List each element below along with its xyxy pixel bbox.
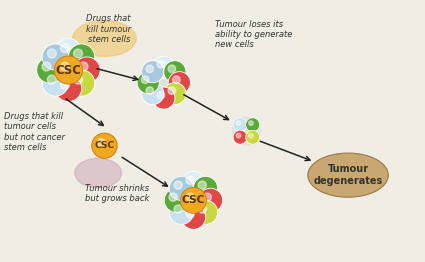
Circle shape [233,130,247,144]
Circle shape [42,44,68,70]
Text: Drugs that kill
tumour cells
but not cancer
stem cells: Drugs that kill tumour cells but not can… [4,112,65,152]
Circle shape [169,176,193,200]
Circle shape [236,133,241,138]
Circle shape [74,49,82,58]
Circle shape [47,75,57,84]
Circle shape [186,210,194,218]
Circle shape [142,83,164,105]
Circle shape [60,44,69,53]
Text: Tumour loses its
ability to generate
new cells: Tumour loses its ability to generate new… [215,20,292,50]
Circle shape [164,188,189,212]
Ellipse shape [75,158,122,188]
Text: CSC: CSC [182,195,205,205]
Circle shape [143,62,185,103]
Text: Tumour shrinks
but grows back: Tumour shrinks but grows back [85,184,149,203]
Text: Drugs that
kill tumour
stem cells: Drugs that kill tumour stem cells [86,14,131,44]
Circle shape [249,121,253,125]
Circle shape [68,70,95,96]
Circle shape [42,70,68,96]
Circle shape [157,91,164,99]
Circle shape [60,80,69,89]
Circle shape [74,75,82,84]
Circle shape [246,130,260,144]
Circle shape [97,139,105,146]
Circle shape [168,65,176,73]
Circle shape [173,76,180,84]
Circle shape [55,39,82,65]
Circle shape [186,176,194,184]
Circle shape [42,62,51,71]
Circle shape [37,57,63,83]
Circle shape [142,76,149,84]
Circle shape [180,187,207,213]
Circle shape [203,193,211,201]
Circle shape [47,49,57,58]
Circle shape [181,205,206,229]
Circle shape [164,83,186,105]
Circle shape [181,171,206,195]
Circle shape [198,188,223,212]
Circle shape [79,62,88,71]
Circle shape [193,176,218,200]
Circle shape [169,193,177,201]
Circle shape [233,118,247,132]
Ellipse shape [73,21,136,56]
Circle shape [43,45,94,95]
Circle shape [174,205,182,213]
Circle shape [170,178,216,223]
Circle shape [186,193,194,201]
Circle shape [55,75,82,101]
Circle shape [193,200,218,224]
Circle shape [168,72,190,94]
Circle shape [153,87,175,109]
Circle shape [236,121,241,125]
Ellipse shape [308,153,388,197]
Text: Tumour
degenerates: Tumour degenerates [313,164,383,186]
Circle shape [164,61,186,83]
Circle shape [198,181,207,189]
Circle shape [249,133,253,138]
Circle shape [153,56,175,78]
Circle shape [68,44,95,70]
Circle shape [146,65,153,73]
Circle shape [246,118,260,132]
Circle shape [142,61,164,83]
Circle shape [168,87,176,94]
Circle shape [146,87,153,94]
Text: CSC: CSC [94,141,115,150]
Text: CSC: CSC [56,64,81,77]
Circle shape [137,72,159,94]
Circle shape [61,62,69,71]
Circle shape [54,56,82,84]
Circle shape [174,181,182,189]
Circle shape [198,205,207,213]
Circle shape [92,133,117,158]
Circle shape [157,61,164,68]
Circle shape [169,200,193,224]
Circle shape [232,117,261,145]
Circle shape [74,57,100,83]
